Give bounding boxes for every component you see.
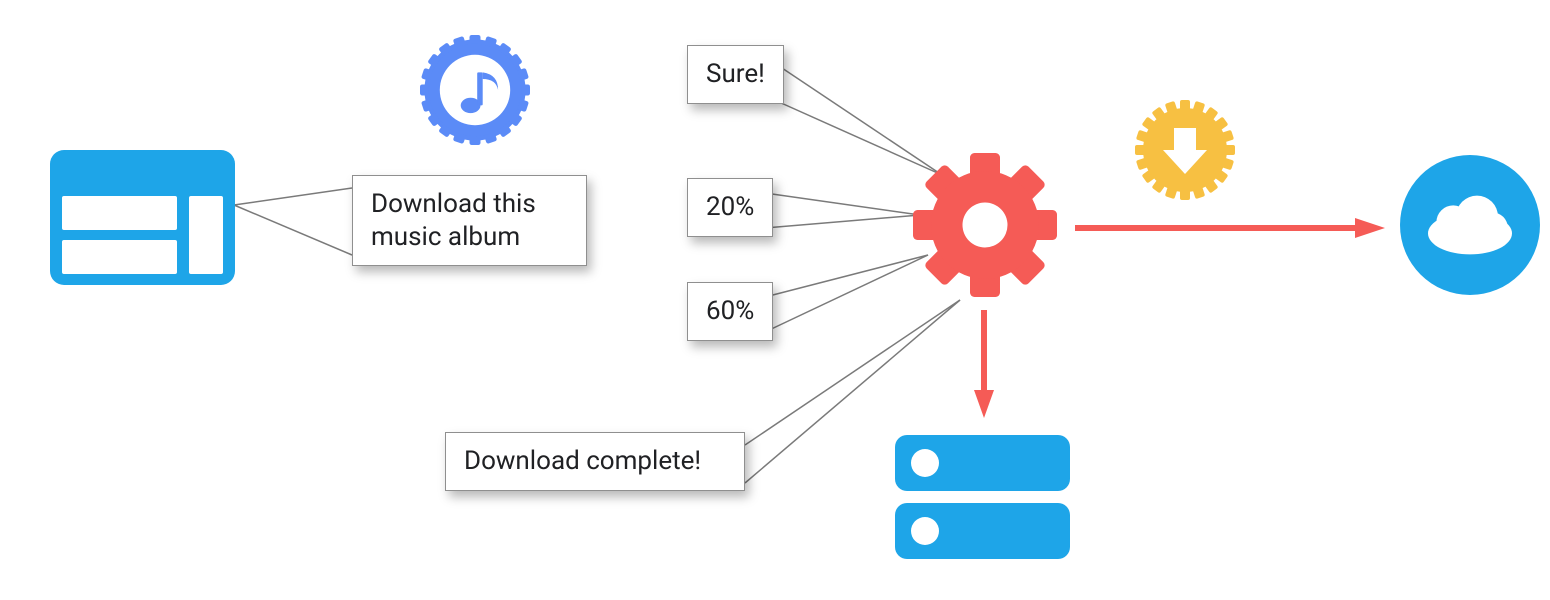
speech-download-complete: Download complete! xyxy=(445,432,745,491)
app-window-icon xyxy=(50,150,235,285)
speech-sure: Sure! xyxy=(687,45,784,104)
server-stack-icon xyxy=(895,435,1070,571)
gear-icon xyxy=(910,150,1060,300)
diagram-canvas: Download this music album Sure! 20% 60% … xyxy=(0,0,1550,600)
speech-progress-60: 60% xyxy=(687,282,773,341)
arrow-to-server xyxy=(972,310,992,410)
server-unit xyxy=(895,435,1070,491)
speech-progress-20: 20% xyxy=(687,178,773,237)
speech-download-request: Download this music album xyxy=(352,175,587,266)
music-badge-icon xyxy=(420,35,530,145)
cloud-icon xyxy=(1400,155,1540,295)
server-unit xyxy=(895,503,1070,559)
download-badge-icon xyxy=(1135,100,1235,200)
arrow-to-cloud xyxy=(1075,218,1385,238)
